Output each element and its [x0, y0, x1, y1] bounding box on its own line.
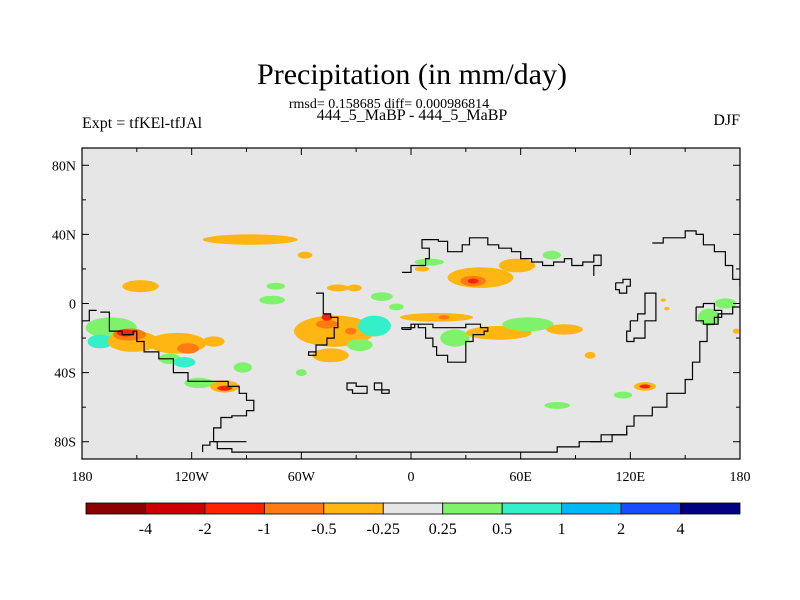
x-tick-label: 120W — [175, 470, 210, 485]
coastline — [401, 237, 602, 276]
season-label: DJF — [713, 112, 740, 129]
y-tick-label: 80N — [52, 159, 76, 174]
colorbar-swatch — [501, 502, 563, 515]
y-tick-label: 0 — [69, 298, 76, 313]
precip-region — [357, 315, 391, 337]
precip-region — [400, 313, 474, 322]
colorbar-label: 1 — [558, 521, 566, 538]
precip-region — [639, 384, 651, 389]
colorbar-label: -1 — [258, 521, 271, 538]
coastline — [308, 292, 339, 356]
colorbar-swatch — [680, 502, 741, 515]
y-tick-label: 40N — [52, 228, 76, 243]
precip-region — [542, 250, 561, 260]
x-axis: 180 120W 60W 0 60E 120E 180 — [72, 148, 751, 485]
precip-region — [345, 327, 357, 335]
precip-region — [315, 319, 338, 329]
precip-region — [295, 369, 307, 377]
coastlines — [82, 230, 740, 453]
coastline — [695, 302, 723, 325]
precip-region — [414, 258, 444, 266]
stats-text: rmsd= 0.158685 diff= 0.000986814 — [289, 97, 489, 112]
experiment-label: Expt = tfKEl-tfJAl — [82, 115, 203, 132]
precip-region — [259, 295, 285, 305]
precip-region — [502, 317, 554, 332]
precip-region — [613, 391, 633, 399]
precip-region — [173, 357, 196, 368]
chart-title: Precipitation (in mm/day) — [257, 58, 567, 91]
x-tick-label: 120E — [616, 470, 646, 485]
coastline — [626, 292, 657, 343]
precip-region — [347, 338, 373, 352]
precip-region — [202, 234, 298, 245]
coastline — [652, 230, 740, 287]
precip-region — [664, 306, 670, 311]
coastline — [346, 382, 368, 394]
precip-region — [438, 315, 450, 320]
colorbar-swatch — [620, 502, 681, 515]
precip-region — [389, 303, 404, 311]
x-tick-label: 60W — [288, 470, 316, 485]
x-tick-label: 180 — [730, 470, 751, 485]
y-tick-label: 80S — [54, 436, 76, 451]
colorbar-swatch — [382, 502, 444, 515]
x-tick-label: 0 — [408, 470, 415, 485]
precip-region — [326, 284, 349, 292]
coastline — [590, 431, 628, 443]
colorbar-label: 0.5 — [492, 521, 512, 538]
precip-region — [321, 313, 333, 321]
colorbar-label: 0.25 — [429, 521, 457, 538]
colorbar-label: -2 — [198, 521, 211, 538]
y-axis: 80N 40N 0 40S 80S — [52, 159, 740, 451]
plot-background — [82, 148, 740, 459]
colorbar-swatch — [204, 502, 265, 515]
colorbar-swatch — [323, 502, 384, 515]
precip-region — [202, 336, 225, 347]
coastline — [202, 441, 247, 453]
coastline — [82, 309, 97, 325]
precip-region — [660, 298, 666, 302]
precip-region — [467, 278, 479, 284]
y-tick-label: 40S — [54, 367, 76, 382]
precip-region — [370, 292, 393, 301]
colorbar: -4 -2 -1 -0.5 -0.25 0.25 0.5 1 2 4 — [85, 502, 741, 538]
precip-region — [266, 282, 285, 290]
precip-region — [584, 351, 596, 359]
coastline — [401, 323, 489, 363]
precipitation-field — [85, 234, 740, 409]
precip-region — [297, 251, 313, 259]
precip-region — [414, 266, 430, 272]
x-tick-label: 180 — [72, 470, 93, 485]
precip-region — [498, 258, 536, 273]
coastline — [615, 278, 631, 294]
precip-region — [177, 343, 199, 354]
precip-region — [87, 334, 114, 349]
precip-region — [714, 298, 737, 309]
colorbar-label: 4 — [677, 521, 685, 538]
precip-region — [122, 280, 159, 293]
precip-region — [440, 329, 470, 347]
colorbar-label: 2 — [617, 521, 625, 538]
colorbar-swatch — [145, 502, 206, 515]
precip-region — [732, 328, 740, 334]
precip-region — [312, 348, 349, 363]
colorbar-label: -0.5 — [311, 521, 336, 538]
colorbar-label: -0.25 — [367, 521, 400, 538]
precip-region — [116, 329, 136, 337]
precip-region — [184, 377, 214, 389]
precip-region — [347, 284, 362, 292]
chart-subtitle: 444_5_MaBP - 444_5_MaBP — [317, 107, 508, 124]
colorbar-swatch — [263, 502, 325, 515]
coastline — [373, 382, 390, 394]
x-tick-label: 60E — [509, 470, 532, 485]
colorbar-swatch — [85, 502, 146, 515]
colorbar-swatch — [561, 502, 622, 515]
precip-region — [546, 324, 583, 335]
precip-region — [233, 362, 252, 373]
colorbar-swatch — [442, 502, 503, 515]
precip-region — [544, 401, 571, 409]
colorbar-label: -4 — [139, 521, 152, 538]
